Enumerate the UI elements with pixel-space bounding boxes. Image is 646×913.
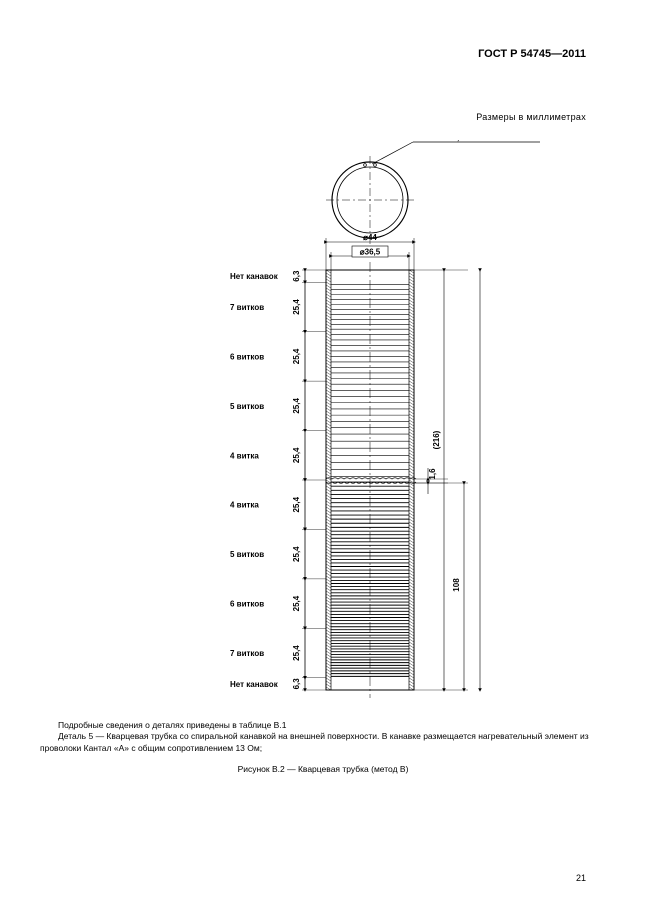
units-note: Размеры в миллиметрах [476, 112, 586, 122]
paragraph-1: Подробные сведения о деталях приведены в… [40, 720, 606, 731]
section-dim: 6,3 [292, 270, 301, 282]
section-dim: 25,4 [292, 496, 301, 512]
section-dim: 25,4 [292, 299, 301, 315]
section-label: 7 витков [230, 649, 264, 658]
paragraph-2: Деталь 5 — Кварцевая трубка со спирально… [40, 731, 606, 754]
section-label: 4 витка [230, 501, 259, 510]
dim-total: (216) [432, 430, 441, 449]
dim-inner-dia: ⌀36,5 [360, 248, 381, 257]
section-label: 7 витков [230, 303, 264, 312]
page-number: 21 [576, 873, 586, 883]
section-label: 6 витков [230, 352, 264, 361]
section-label: 6 витков [230, 600, 264, 609]
dim-outer-dia: ⌀44 [363, 233, 377, 242]
section-label: Нет канавок [230, 272, 279, 281]
section-label: Нет канавок [230, 680, 279, 689]
section-label: 5 витков [230, 402, 264, 411]
section-dim: 25,4 [292, 595, 301, 611]
standard-header: ГОСТ Р 54745—2011 [478, 48, 586, 60]
section-dim: 25,4 [292, 348, 301, 364]
section-dim: 6,3 [292, 678, 301, 690]
section-label: 4 витка [230, 451, 259, 460]
dim-gap: 1,6 [428, 468, 437, 480]
section-label: 5 витков [230, 550, 264, 559]
figure-svg: Оба отверстия междуканавками, как показа… [0, 140, 646, 700]
section-dim: 25,4 [292, 447, 301, 463]
figure-caption: Рисунок В.2 — Кварцевая трубка (метод В) [40, 764, 606, 775]
section-dim: 25,4 [292, 398, 301, 414]
body-text: Подробные сведения о деталях приведены в… [40, 720, 606, 776]
dim-lower: 108 [452, 578, 461, 592]
section-dim: 25,4 [292, 645, 301, 661]
section-dim: 25,4 [292, 546, 301, 562]
page: ГОСТ Р 54745—2011 Размеры в миллиметрах … [0, 0, 646, 913]
figure-container: Оба отверстия междуканавками, как показа… [0, 140, 646, 700]
